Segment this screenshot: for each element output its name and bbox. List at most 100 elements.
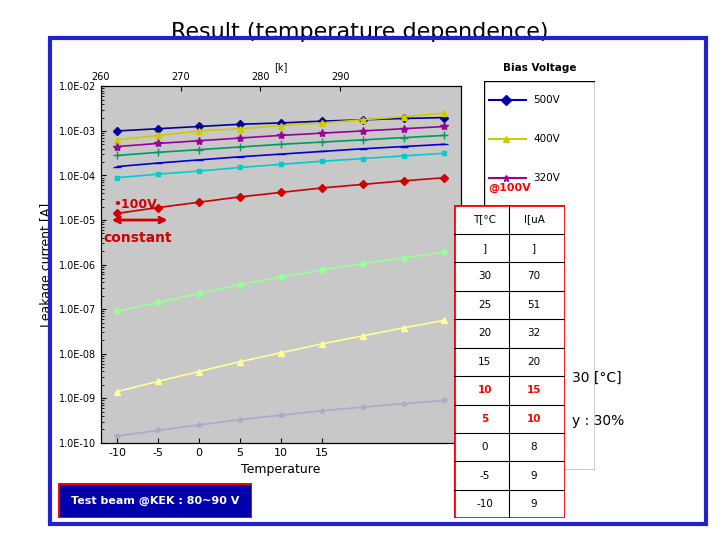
320V xyxy=(235,135,244,141)
Text: 70: 70 xyxy=(527,272,541,281)
100V xyxy=(359,181,367,187)
Text: ]: ] xyxy=(532,243,536,253)
1V xyxy=(154,427,163,434)
100V xyxy=(399,178,408,184)
250V xyxy=(113,152,122,159)
160V xyxy=(154,171,163,178)
Text: Bias Voltage: Bias Voltage xyxy=(503,63,577,73)
Text: 1V: 1V xyxy=(533,446,546,455)
Text: -10: -10 xyxy=(477,499,493,509)
1V xyxy=(359,404,367,410)
320V xyxy=(399,125,408,132)
Line: 250V: 250V xyxy=(113,131,449,160)
250V xyxy=(194,146,203,153)
25V xyxy=(113,388,122,395)
250V xyxy=(440,132,449,139)
Text: •100V: •100V xyxy=(113,198,157,211)
400V xyxy=(235,125,244,132)
200V xyxy=(194,157,203,163)
Y-axis label: Leakage current [A]: Leakage current [A] xyxy=(40,202,53,327)
200V xyxy=(359,145,367,152)
Text: 5: 5 xyxy=(481,414,488,424)
160V xyxy=(359,156,367,162)
50V xyxy=(113,308,122,315)
400V xyxy=(359,117,367,123)
250V xyxy=(318,139,326,145)
Text: 50V: 50V xyxy=(533,368,553,377)
100V xyxy=(235,194,244,200)
160V xyxy=(113,174,122,181)
Text: Result (temperature dependence): Result (temperature dependence) xyxy=(171,22,549,43)
500V xyxy=(194,123,203,130)
Text: 400V: 400V xyxy=(533,134,559,144)
100V xyxy=(318,185,326,191)
25V xyxy=(154,378,163,384)
Text: ]: ] xyxy=(483,243,487,253)
400V xyxy=(276,123,285,129)
50V xyxy=(276,274,285,280)
25V xyxy=(194,368,203,375)
25V xyxy=(399,325,408,331)
1V xyxy=(318,408,326,414)
400V xyxy=(113,137,122,143)
320V xyxy=(194,138,203,144)
Text: 51: 51 xyxy=(527,300,541,310)
25V xyxy=(318,341,326,347)
X-axis label: Temperature: Temperature xyxy=(241,463,320,476)
Text: 30: 30 xyxy=(478,272,492,281)
320V xyxy=(154,140,163,147)
50V xyxy=(194,291,203,297)
100V xyxy=(194,199,203,205)
Text: 25: 25 xyxy=(478,300,492,310)
100V xyxy=(154,204,163,211)
Text: @100V: @100V xyxy=(488,183,531,193)
Text: -5: -5 xyxy=(480,471,490,481)
Line: 1V: 1V xyxy=(114,397,447,439)
200V xyxy=(399,143,408,150)
X-axis label: [k]: [k] xyxy=(274,62,287,72)
Text: 160V: 160V xyxy=(533,290,560,300)
1V xyxy=(440,397,449,404)
Text: 200V: 200V xyxy=(533,251,559,261)
Text: 30 [°C]: 30 [°C] xyxy=(572,371,622,385)
Text: 15: 15 xyxy=(478,357,492,367)
Text: 10: 10 xyxy=(527,414,541,424)
Text: 100V: 100V xyxy=(533,329,559,339)
Text: 9: 9 xyxy=(531,471,537,481)
250V xyxy=(399,134,408,141)
Text: Test beam @KEK : 80~90 V: Test beam @KEK : 80~90 V xyxy=(71,496,239,506)
1V xyxy=(235,416,244,423)
Line: 400V: 400V xyxy=(114,110,448,143)
250V xyxy=(359,137,367,143)
Line: 500V: 500V xyxy=(114,115,447,134)
Text: 32: 32 xyxy=(527,328,541,339)
50V xyxy=(440,249,449,255)
400V xyxy=(440,110,449,116)
1V xyxy=(194,422,203,428)
1V xyxy=(399,400,408,407)
25V xyxy=(276,349,285,356)
200V xyxy=(276,151,285,157)
Text: 500V: 500V xyxy=(533,96,559,105)
Text: 25V: 25V xyxy=(533,407,553,416)
500V xyxy=(154,125,163,132)
500V xyxy=(399,115,408,122)
500V xyxy=(276,120,285,126)
250V xyxy=(276,141,285,147)
160V xyxy=(276,161,285,167)
25V xyxy=(359,333,367,339)
Text: 0: 0 xyxy=(482,442,488,452)
Text: y : 30%: y : 30% xyxy=(572,414,625,428)
160V xyxy=(235,164,244,171)
200V xyxy=(235,153,244,160)
Text: 8: 8 xyxy=(531,442,537,452)
Text: 250V: 250V xyxy=(533,212,560,222)
25V xyxy=(235,359,244,365)
250V xyxy=(235,144,244,150)
250V xyxy=(154,149,163,156)
1V xyxy=(276,412,285,418)
50V xyxy=(235,281,244,288)
50V xyxy=(399,255,408,261)
160V xyxy=(399,153,408,159)
Line: 200V: 200V xyxy=(113,140,449,171)
